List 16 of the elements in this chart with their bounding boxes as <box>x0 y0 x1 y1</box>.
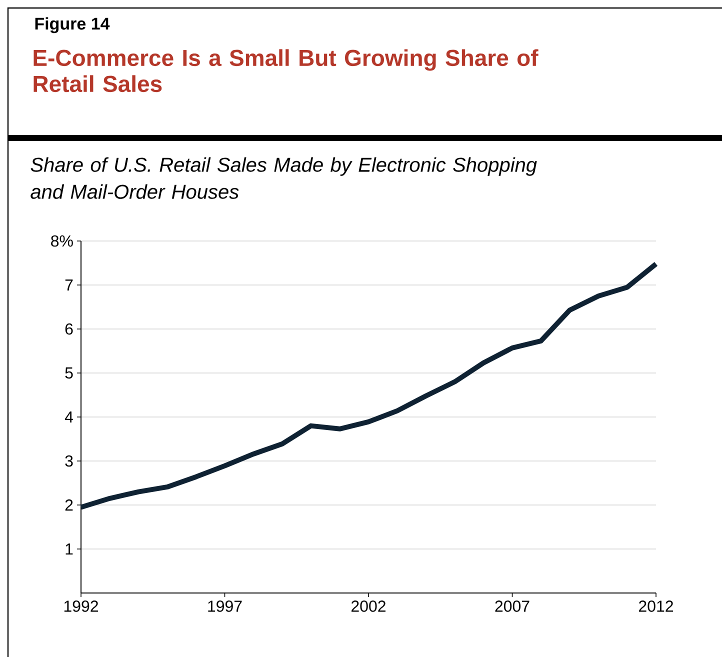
x-tick-label: 1997 <box>208 600 242 612</box>
y-tick-label: 6 <box>65 323 73 335</box>
y-tick-label: 8% <box>51 235 73 247</box>
chart-subtitle: Share of U.S. Retail Sales Made by Electronic Shopping and Mail-Order Houses <box>30 157 537 199</box>
caption: Figure 14 <box>35 17 110 34</box>
chart-title: E-Commerce Is a Small But Growing Share of Retail Sales <box>34 49 538 92</box>
y-tick-label: 5 <box>65 367 73 379</box>
x-tick-label: 2007 <box>495 600 530 612</box>
y-tick-label: 4 <box>64 412 74 423</box>
x-tick-label: 2012 <box>639 600 673 612</box>
x-tick-label: 1992 <box>64 600 98 612</box>
y-tick-label: 3 <box>65 455 73 467</box>
y-tick-label: 2 <box>65 499 73 511</box>
y-tick-label: 1 <box>66 543 73 555</box>
x-tick-label: 2002 <box>352 600 386 612</box>
y-tick-label: 7 <box>65 280 73 291</box>
